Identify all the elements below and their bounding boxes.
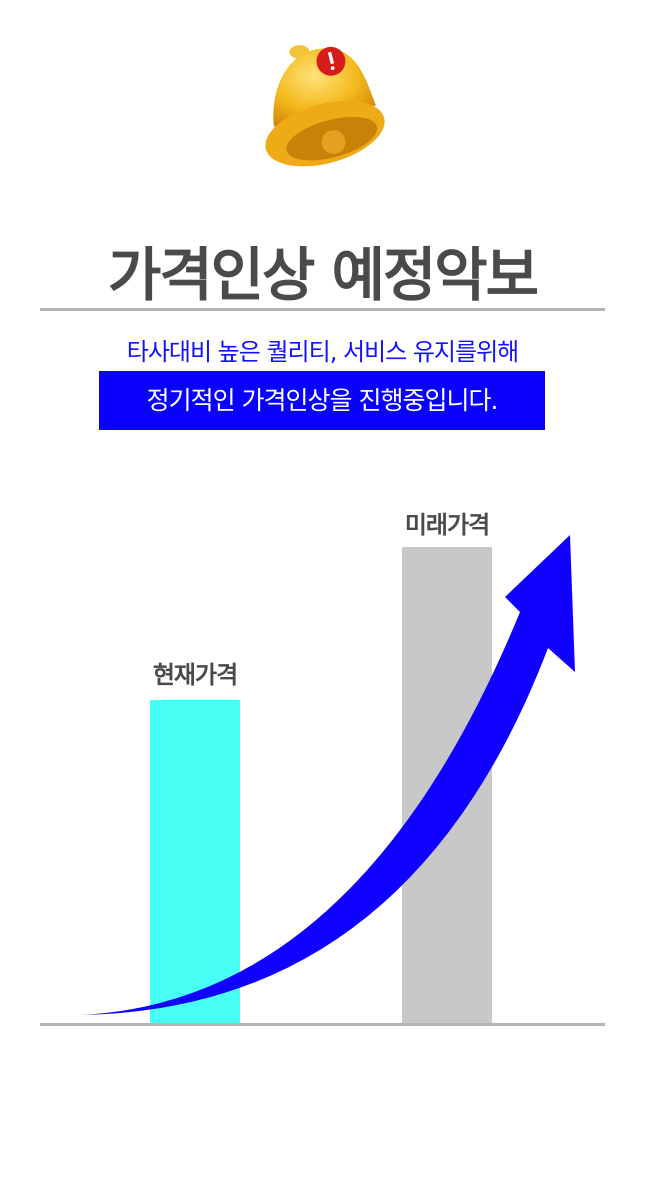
subtitle: 타사대비 높은 퀄리티, 서비스 유지를위해 — [126, 338, 520, 366]
future-price-label: 미래가격 — [404, 511, 490, 539]
divider — [40, 308, 605, 311]
current-price-label: 현재가격 — [152, 661, 238, 689]
baseline — [40, 1023, 605, 1026]
page-title: 가격인상 예정악보 — [107, 241, 539, 309]
highlight-banner: 정기적인 가격인상을 진행중입니다. — [99, 371, 545, 430]
bell-alert-icon — [265, 45, 385, 167]
current-price-bar — [150, 700, 240, 1024]
